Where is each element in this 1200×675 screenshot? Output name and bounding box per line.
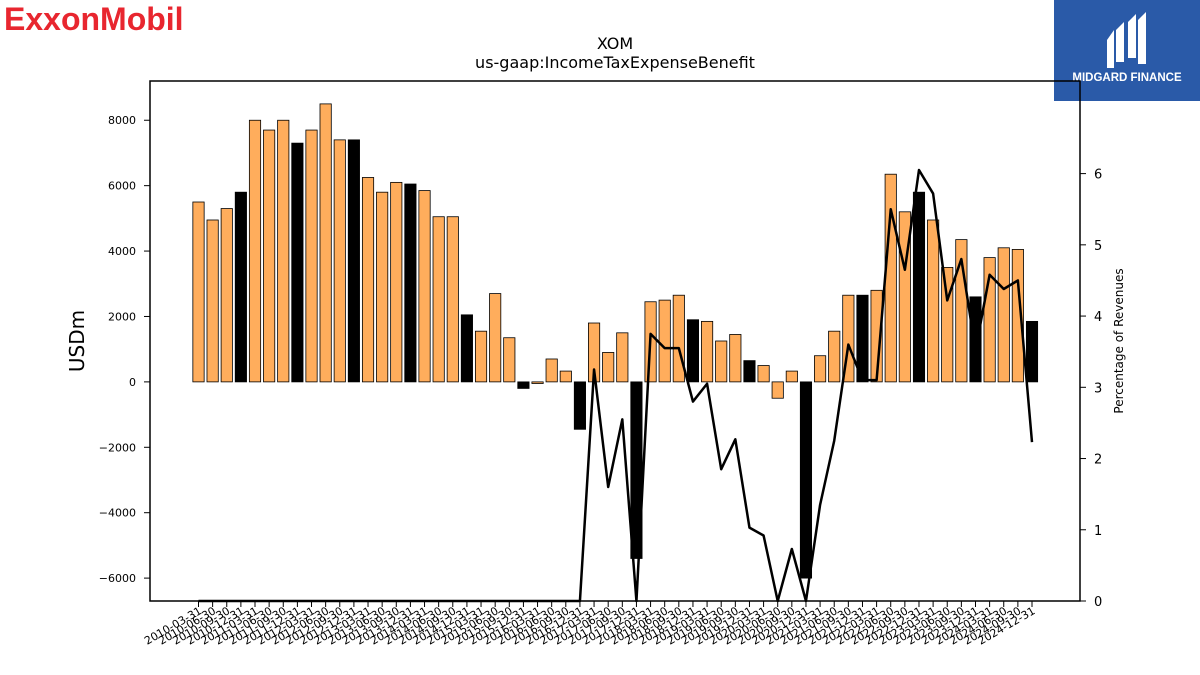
y2-tick-label: 3 xyxy=(1094,381,1102,396)
exxonmobil-logo: ExxonMobil xyxy=(4,0,204,44)
bar xyxy=(404,183,417,383)
y-tick-label: 4000 xyxy=(108,245,136,258)
plot-frame xyxy=(149,80,1081,602)
bar xyxy=(390,181,403,383)
bar xyxy=(955,239,968,383)
bar xyxy=(701,320,714,383)
bar xyxy=(969,296,982,383)
bar xyxy=(912,191,926,383)
bar xyxy=(997,247,1010,383)
bar xyxy=(305,129,318,383)
bar xyxy=(517,381,530,389)
y-tick-label: 0 xyxy=(129,376,136,389)
y-tick-label: −4000 xyxy=(99,507,136,520)
bar xyxy=(206,219,219,383)
bar xyxy=(376,191,389,383)
midgard-emblem-icon xyxy=(1107,12,1146,68)
bar xyxy=(1011,249,1024,383)
bar xyxy=(927,219,940,383)
y-tick-label: 8000 xyxy=(108,114,136,127)
y-tick-label: 2000 xyxy=(108,310,136,323)
x-axis: 2010-03-312010-06-302010-09-302010-12-31… xyxy=(142,601,1038,648)
bar xyxy=(686,319,699,383)
bar xyxy=(474,330,488,383)
y2-axis-label: Percentage of Revenues xyxy=(1112,268,1126,413)
bar xyxy=(573,381,586,430)
bar xyxy=(771,381,784,399)
bar-series xyxy=(192,103,1039,579)
chart-title: XOM xyxy=(597,34,633,53)
bar xyxy=(418,190,431,383)
bar xyxy=(799,381,813,579)
bar xyxy=(460,314,473,383)
bar xyxy=(856,294,869,383)
bar xyxy=(263,129,276,383)
bar xyxy=(814,355,827,383)
bar xyxy=(192,201,205,383)
bar xyxy=(234,191,247,383)
partner-name: MIDGARD FINANCE xyxy=(1072,72,1182,84)
bar xyxy=(347,139,360,383)
bar xyxy=(531,381,544,384)
bar xyxy=(941,267,954,383)
bar xyxy=(884,173,897,383)
bar xyxy=(842,294,855,383)
bar xyxy=(715,340,728,383)
y-axis-label: USDm xyxy=(65,310,89,372)
bar xyxy=(616,332,629,383)
bar xyxy=(361,177,375,383)
bar xyxy=(503,337,516,383)
bar xyxy=(277,119,290,383)
bar xyxy=(757,365,770,383)
bar xyxy=(1025,320,1039,383)
midgard-finance-logo: MIDGARD FINANCE xyxy=(1054,0,1200,101)
y-tick-label: −6000 xyxy=(99,572,136,585)
bar xyxy=(446,216,459,383)
bar xyxy=(248,119,262,383)
y2-tick-label: 6 xyxy=(1094,168,1102,183)
bar xyxy=(898,211,911,383)
y2-tick-label: 5 xyxy=(1094,239,1102,254)
bar xyxy=(672,294,685,383)
bar xyxy=(333,139,346,383)
y2-axis: 0 1 2 3 4 5 6 xyxy=(1080,168,1102,610)
y-axis: −6000 −4000 −2000 0 2000 4000 6000 8000 xyxy=(99,114,150,585)
bar xyxy=(291,142,304,383)
y-tick-label: 6000 xyxy=(108,180,136,193)
y2-tick-label: 1 xyxy=(1094,524,1102,539)
bar xyxy=(545,358,558,383)
bar xyxy=(559,370,572,383)
bar xyxy=(220,208,233,383)
y2-tick-label: 4 xyxy=(1094,310,1102,325)
bar xyxy=(729,334,742,383)
bar xyxy=(743,360,756,383)
bar xyxy=(870,289,883,383)
bar xyxy=(432,216,445,383)
y2-tick-label: 0 xyxy=(1094,595,1102,610)
y2-tick-label: 2 xyxy=(1094,453,1102,468)
bar xyxy=(602,352,615,383)
bar xyxy=(630,381,643,559)
brand-name: ExxonMobil xyxy=(4,1,184,37)
bar xyxy=(828,330,841,383)
bar xyxy=(983,257,996,383)
bar xyxy=(785,370,798,383)
y-tick-label: −2000 xyxy=(99,441,136,454)
bar xyxy=(658,299,671,383)
bar xyxy=(489,293,502,383)
chart-subtitle: us-gaap:IncomeTaxExpenseBenefit xyxy=(475,53,755,72)
bar xyxy=(319,103,332,383)
